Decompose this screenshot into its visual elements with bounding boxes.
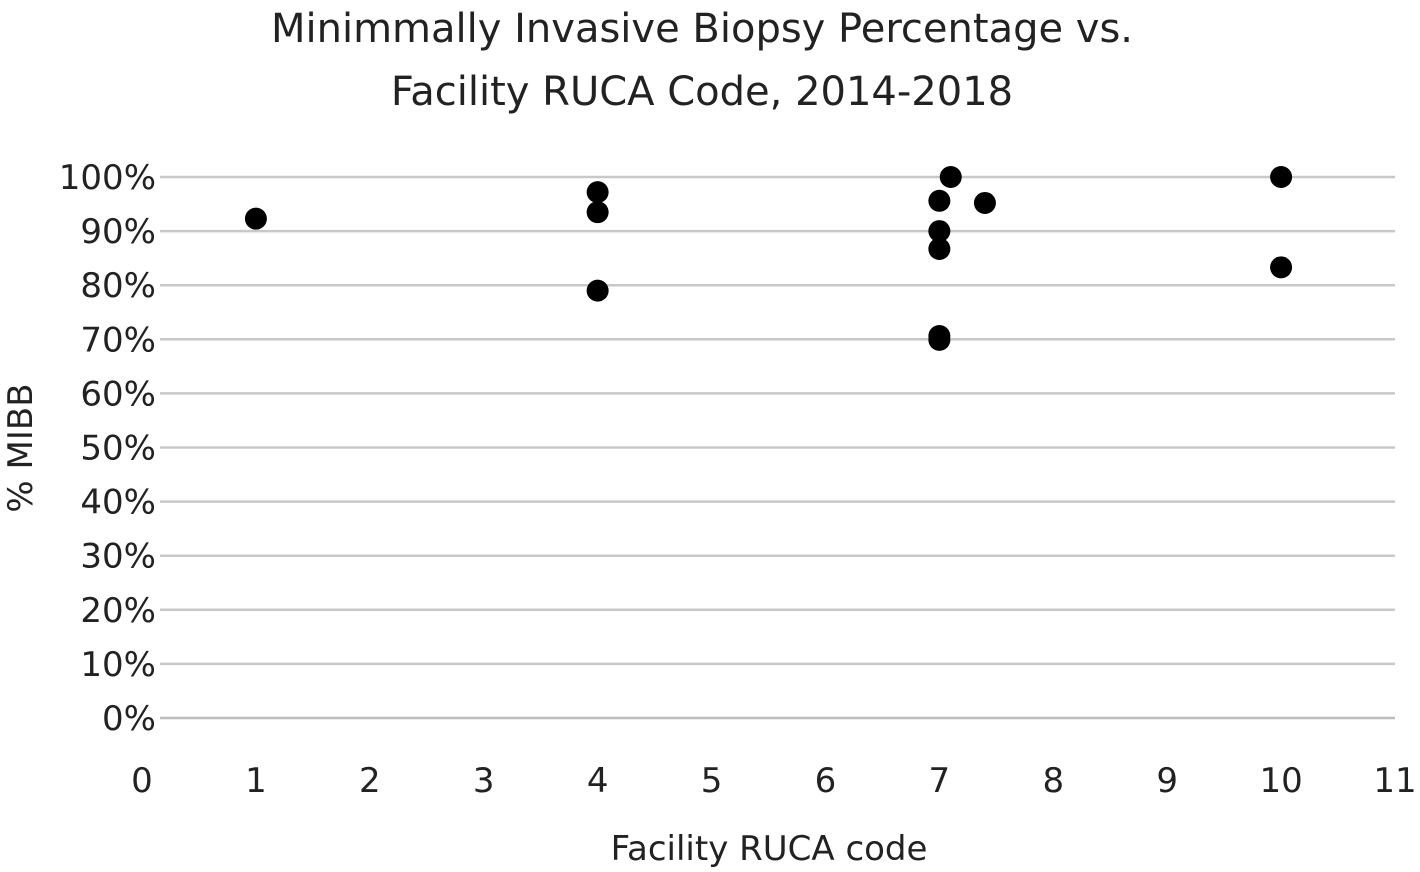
x-tick-label: 6 [815,761,837,801]
y-tick-label: 50% [80,429,156,469]
data-point [973,191,996,214]
y-tick-label: 20% [80,591,156,631]
x-tick-label: 7 [929,761,951,801]
data-point [1270,166,1293,188]
y-tick-label: 60% [80,374,156,414]
x-axis-label: Facility RUCA code [611,829,928,869]
x-tick-label: 4 [587,761,609,801]
x-tick-label: 10 [1259,761,1302,801]
y-tick-label: 100% [59,158,156,198]
data-points [244,166,1293,351]
y-tick-label: 90% [80,212,156,252]
x-tick-label: 1 [245,761,267,801]
y-tick-label: 10% [80,645,156,685]
data-point [586,181,609,204]
y-tick-label: 80% [80,266,156,306]
chart-title-line-2: Facility RUCA Code, 2014-2018 [391,69,1013,115]
data-point [928,237,951,260]
x-tick-label: 9 [1156,761,1178,801]
data-point [586,279,609,302]
y-tick-label: 40% [80,483,156,523]
x-axis-ticks: 0 1 2 3 4 5 6 7 8 9 10 11 [131,761,1416,801]
x-tick-label: 11 [1373,761,1416,801]
y-axis-ticks: 0% 10% 20% 30% 40% 50% 60% 70% 80% 90% 100% [59,158,156,739]
x-tick-label: 3 [473,761,495,801]
data-point [1270,256,1293,279]
data-point [928,220,951,243]
grid-lines [160,175,1395,720]
x-tick-label: 5 [701,761,723,801]
y-axis-label: % MIBB [1,383,41,512]
x-tick-label: 2 [359,761,381,801]
chart-title-line-1: Minimmally Invasive Biopsy Percentage vs… [271,6,1133,52]
data-point [244,207,267,230]
data-point [939,166,962,188]
data-point [586,201,609,224]
y-tick-label: 30% [80,537,156,577]
x-tick-label: 0 [131,761,153,801]
y-tick-label: 70% [80,320,156,360]
y-tick-label: 0% [102,699,156,739]
data-point [928,328,951,351]
x-tick-label: 8 [1042,761,1064,801]
data-point [928,189,951,212]
